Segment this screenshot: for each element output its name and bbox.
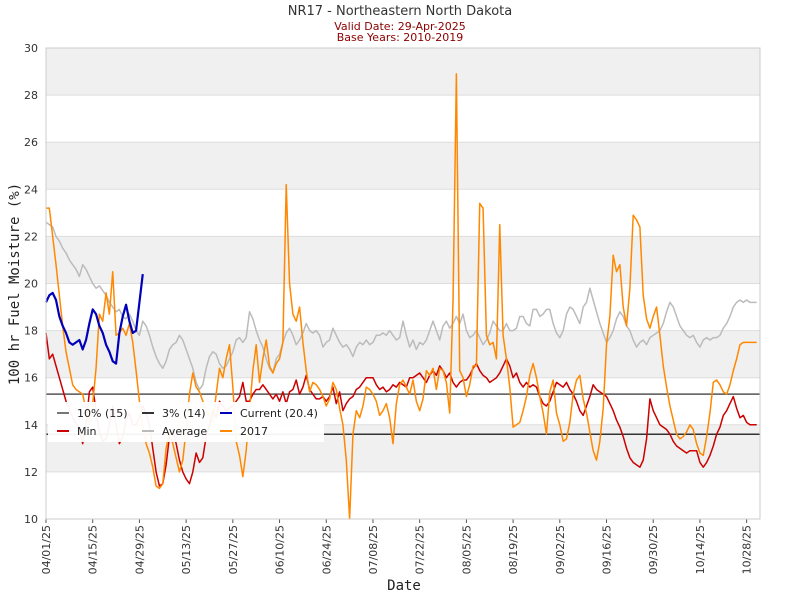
- legend-label: Min: [77, 425, 97, 438]
- chart-title: NR17 - Northeastern North Dakota: [288, 4, 513, 19]
- x-tick-label: 07/22/25: [414, 525, 427, 574]
- legend-label: 2017: [240, 425, 268, 438]
- y-axis-ticks: 10 12 14 16 18 20 22 24 26 28 30: [24, 42, 38, 526]
- x-tick-label: 10/14/25: [694, 525, 707, 574]
- y-tick-label: 30: [24, 42, 38, 55]
- x-tick-label: 08/19/25: [507, 525, 520, 574]
- x-tick-label: 05/13/25: [180, 525, 193, 574]
- y-tick-label: 10: [24, 513, 38, 526]
- legend-label: 3% (14): [162, 407, 206, 420]
- plot-band: [46, 189, 760, 237]
- y-tick-label: 14: [24, 419, 38, 432]
- y-tick-label: 18: [24, 325, 38, 338]
- y-tick-label: 24: [24, 183, 38, 196]
- chart-subtitle-base-years: Base Years: 2010-2019: [337, 31, 463, 44]
- average-series-line: [45, 221, 757, 391]
- y-tick-label: 20: [24, 278, 38, 291]
- x-tick-label: 04/15/25: [87, 525, 100, 574]
- x-tick-label: 09/16/25: [601, 525, 614, 574]
- plot-band: [46, 142, 760, 190]
- y-tick-label: 22: [24, 230, 38, 243]
- plot-band: [46, 236, 760, 284]
- legend: 10% (15) 3% (14) Current (20.4) Min Average 2…: [48, 402, 324, 442]
- x-tick-label: 06/10/25: [274, 525, 287, 574]
- plot-band: [46, 471, 760, 519]
- x-tick-label: 04/29/25: [133, 525, 146, 574]
- x-axis-ticks: 04/01/25 04/15/25 04/29/25 05/13/25 05/27/25…: [40, 519, 754, 574]
- legend-label: Current (20.4): [240, 407, 318, 420]
- x-tick-label: 07/08/25: [367, 525, 380, 574]
- x-tick-label: 04/01/25: [40, 525, 53, 574]
- current-series-line: [45, 273, 144, 365]
- x-tick-label: 09/02/25: [554, 525, 567, 574]
- x-tick-label: 08/05/25: [460, 525, 473, 574]
- x-tick-label: 06/24/25: [320, 525, 333, 574]
- y-tick-label: 26: [24, 136, 38, 149]
- legend-label: Average: [162, 425, 207, 438]
- plot-band: [46, 330, 760, 378]
- plot-band: [46, 95, 760, 143]
- y-tick-label: 28: [24, 89, 38, 102]
- chart-subtitle-valid-date: Valid Date: 29-Apr-2025: [334, 20, 466, 33]
- y-tick-label: 16: [24, 372, 38, 385]
- plot-bands: [46, 48, 760, 519]
- y-tick-label: 12: [24, 466, 38, 479]
- plot-frame: [45, 47, 761, 520]
- x-tick-label: 05/27/25: [227, 525, 240, 574]
- x-tick-label: 09/30/25: [647, 525, 660, 574]
- x-tick-label: 10/28/25: [741, 525, 754, 574]
- plot-band: [46, 48, 760, 96]
- x-axis-label: Date: [387, 578, 421, 594]
- legend-box: [48, 402, 324, 442]
- legend-label: 10% (15): [77, 407, 128, 420]
- y-axis-label: 100 hr Fuel Moisture (%): [7, 183, 23, 385]
- year-2017-series-line: [46, 73, 757, 520]
